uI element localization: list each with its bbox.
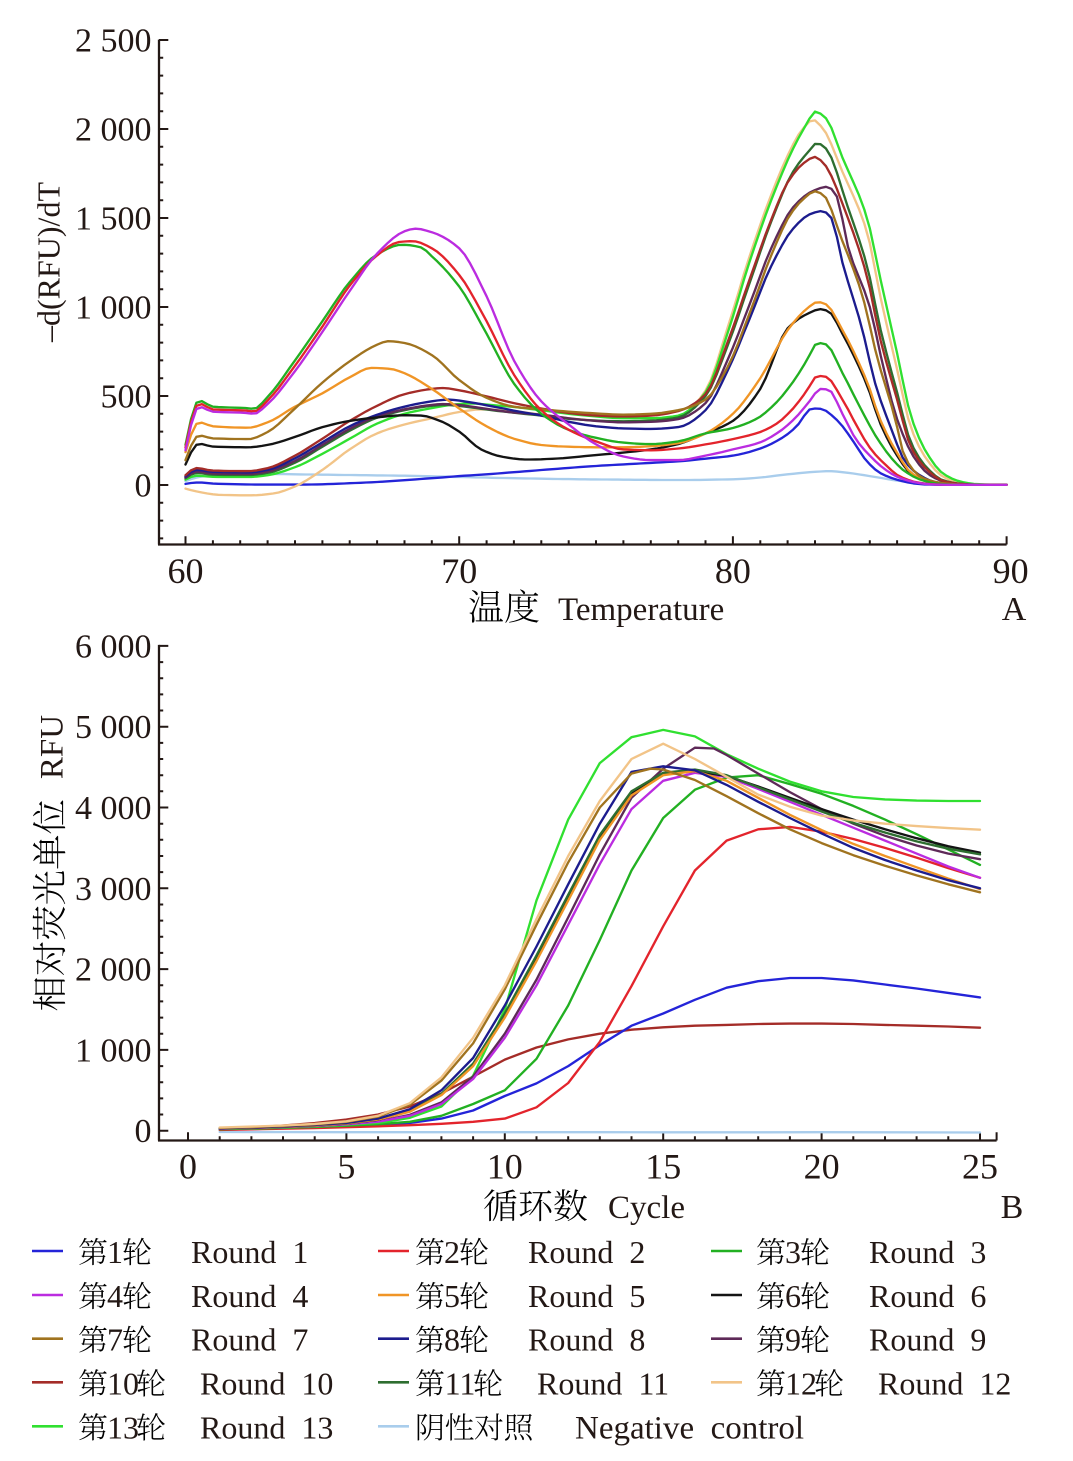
svg-text:3 000: 3 000 <box>75 871 152 908</box>
svg-text:1: 1 <box>107 1234 123 1270</box>
svg-text:1 000: 1 000 <box>75 290 152 327</box>
svg-text:4: 4 <box>107 1278 123 1314</box>
svg-text:0: 0 <box>135 468 152 505</box>
svg-text:5: 5 <box>444 1278 460 1314</box>
svg-text:60: 60 <box>168 551 204 591</box>
svg-text:6 000: 6 000 <box>75 628 152 665</box>
svg-text:Round 1: Round 1 <box>191 1234 308 1270</box>
svg-text:Round 5: Round 5 <box>528 1278 645 1314</box>
svg-text:1 000: 1 000 <box>75 1032 152 1069</box>
svg-text:Negative control: Negative control <box>575 1410 804 1446</box>
svg-text:Round 9: Round 9 <box>869 1322 986 1358</box>
svg-text:Round 6: Round 6 <box>869 1278 986 1314</box>
svg-text:12: 12 <box>785 1365 817 1401</box>
svg-text:Round 11: Round 11 <box>537 1365 669 1401</box>
svg-text:8: 8 <box>444 1322 460 1358</box>
svg-text:Round 3: Round 3 <box>869 1234 986 1270</box>
svg-text:2 500: 2 500 <box>75 23 152 60</box>
svg-text:1 500: 1 500 <box>75 201 152 238</box>
svg-text:Cycle: Cycle <box>608 1190 685 1226</box>
svg-text:10: 10 <box>487 1147 523 1187</box>
svg-text:7: 7 <box>107 1322 123 1358</box>
svg-text:0: 0 <box>179 1147 197 1187</box>
svg-text:5 000: 5 000 <box>75 709 152 746</box>
svg-text:Round 2: Round 2 <box>528 1234 645 1270</box>
svg-text:70: 70 <box>441 551 477 591</box>
svg-text:5: 5 <box>337 1147 355 1187</box>
svg-text:20: 20 <box>804 1147 840 1187</box>
svg-text:500: 500 <box>101 379 152 416</box>
svg-text:3: 3 <box>785 1234 801 1270</box>
svg-text:2: 2 <box>444 1234 460 1270</box>
svg-text:Round 13: Round 13 <box>200 1409 333 1445</box>
svg-text:RFU: RFU <box>35 715 71 779</box>
svg-text:2 000: 2 000 <box>75 952 152 989</box>
svg-text:Round 10: Round 10 <box>200 1365 333 1401</box>
svg-text:25: 25 <box>962 1147 998 1187</box>
svg-text:6: 6 <box>785 1278 801 1314</box>
svg-text:B: B <box>1001 1189 1024 1226</box>
svg-text:15: 15 <box>645 1147 681 1187</box>
svg-text:10: 10 <box>107 1365 139 1401</box>
svg-text:90: 90 <box>993 551 1029 591</box>
svg-text:Round 4: Round 4 <box>191 1278 308 1314</box>
svg-text:Round 12: Round 12 <box>878 1365 1011 1401</box>
svg-text:0: 0 <box>135 1113 152 1150</box>
svg-text:Temperature: Temperature <box>558 592 724 628</box>
svg-text:Round 7: Round 7 <box>191 1322 308 1358</box>
svg-text:11: 11 <box>445 1365 476 1401</box>
svg-text:Round 8: Round 8 <box>528 1322 645 1358</box>
svg-text:80: 80 <box>715 551 751 591</box>
svg-text:2 000: 2 000 <box>75 112 152 149</box>
svg-text:–d(RFU)/dT: –d(RFU)/dT <box>31 182 67 343</box>
svg-text:4 000: 4 000 <box>75 790 152 827</box>
svg-text:A: A <box>1002 591 1027 628</box>
svg-text:13: 13 <box>107 1409 139 1445</box>
svg-text:9: 9 <box>785 1322 801 1358</box>
